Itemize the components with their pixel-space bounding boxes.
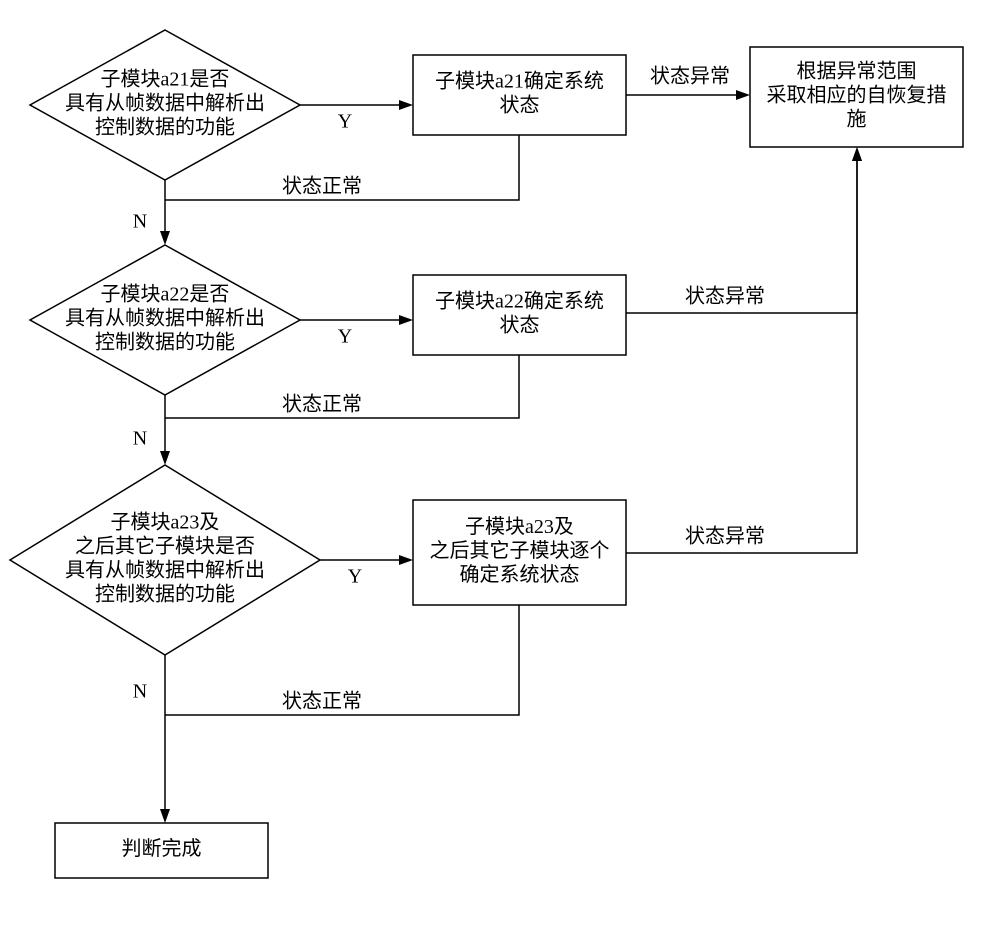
svg-text:子模块a22确定系统: 子模块a22确定系统 [435,290,604,313]
svg-text:子模块a21确定系统: 子模块a21确定系统 [435,70,604,93]
flowchart-canvas: Y状态异常状态正常NY状态异常状态正常NY状态异常状态正常N子模块a21是否具有… [0,0,1000,930]
arrow-head [399,555,413,565]
arrow-head [160,451,170,465]
svg-text:具有从帧数据中解析出: 具有从帧数据中解析出 [65,307,265,330]
svg-text:控制数据的功能: 控制数据的功能 [95,116,235,139]
svg-text:根据异常范围: 根据异常范围 [797,60,917,83]
e-r1-back-label: 状态正常 [282,175,362,198]
e-r3-action-label: 状态异常 [685,525,765,548]
e-d2-d3-label: N [133,428,147,450]
e-r3-back-label: 状态正常 [282,690,362,713]
svg-text:子模块a23及: 子模块a23及 [465,515,574,538]
arrow-head [399,100,413,110]
svg-text:子模块a21是否: 子模块a21是否 [101,68,230,91]
process-r1-text: 子模块a21确定系统状态 [435,70,604,117]
svg-text:确定系统状态: 确定系统状态 [460,563,580,586]
decision-d2-text: 子模块a22是否具有从帧数据中解析出控制数据的功能 [65,283,265,354]
svg-text:状态: 状态 [500,94,540,117]
arrow-head [160,231,170,245]
e-r1-action-label: 状态异常 [650,65,730,88]
decision-d3-text: 子模块a23及之后其它子模块是否具有从帧数据中解析出控制数据的功能 [65,511,265,606]
svg-text:子模块a23及: 子模块a23及 [111,511,220,534]
e-d2-r2-label: Y [338,326,352,348]
arrow-head [160,809,170,823]
svg-text:子模块a22是否: 子模块a22是否 [101,283,230,306]
process-rAction-text: 根据异常范围采取相应的自恢复措施 [767,60,947,131]
process-r2-text: 子模块a22确定系统状态 [435,290,604,337]
arrow-head [399,315,413,325]
arrow-head [852,147,862,161]
e-d1-r1-label: Y [338,111,352,133]
svg-text:控制数据的功能: 控制数据的功能 [95,583,235,606]
svg-text:施: 施 [847,108,867,131]
arrow-head [736,90,750,100]
process-r3-text: 子模块a23及之后其它子模块逐个确定系统状态 [430,515,610,586]
svg-text:之后其它子模块逐个: 之后其它子模块逐个 [430,539,610,562]
svg-text:具有从帧数据中解析出: 具有从帧数据中解析出 [65,92,265,115]
e-d1-d2-label: N [133,211,147,233]
svg-text:控制数据的功能: 控制数据的功能 [95,331,235,354]
e-r2-back-label: 状态正常 [282,393,362,416]
decision-d1-text: 子模块a21是否具有从帧数据中解析出控制数据的功能 [65,68,265,139]
svg-text:判断完成: 判断完成 [122,837,202,860]
svg-text:采取相应的自恢复措: 采取相应的自恢复措 [767,84,947,107]
e-r2-action-label: 状态异常 [685,285,765,308]
process-rDone-text: 判断完成 [122,837,202,860]
e-d3-r3-label: Y [348,566,362,588]
e-d3-done-label: N [133,681,147,703]
e-r3-action [626,150,857,553]
svg-text:状态: 状态 [500,314,540,337]
svg-text:具有从帧数据中解析出: 具有从帧数据中解析出 [65,559,265,582]
svg-text:之后其它子模块是否: 之后其它子模块是否 [75,535,255,558]
